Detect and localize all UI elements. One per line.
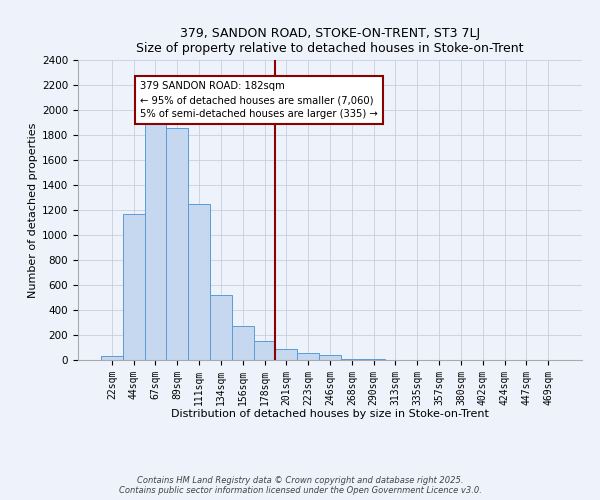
Text: 379 SANDON ROAD: 182sqm
← 95% of detached houses are smaller (7,060)
5% of semi-: 379 SANDON ROAD: 182sqm ← 95% of detache…: [140, 81, 378, 119]
Bar: [319, 355, 341, 360]
Bar: [341, 359, 363, 360]
Bar: [145, 114, 166, 360]
Y-axis label: Number of detached properties: Number of detached properties: [28, 122, 38, 298]
Bar: [166, 128, 188, 360]
Text: Contains HM Land Registry data © Crown copyright and database right 2025.
Contai: Contains HM Land Registry data © Crown c…: [119, 476, 481, 495]
Bar: [275, 349, 297, 360]
Title: 379, SANDON ROAD, STOKE-ON-TRENT, ST3 7LJ
Size of property relative to detached : 379, SANDON ROAD, STOKE-ON-TRENT, ST3 7L…: [136, 26, 524, 54]
Bar: [297, 353, 319, 360]
Bar: [232, 326, 254, 360]
Bar: [210, 295, 232, 360]
Bar: [123, 214, 145, 360]
X-axis label: Distribution of detached houses by size in Stoke-on-Trent: Distribution of detached houses by size …: [171, 409, 489, 419]
Bar: [188, 204, 210, 360]
Bar: [101, 356, 123, 360]
Bar: [254, 341, 275, 360]
